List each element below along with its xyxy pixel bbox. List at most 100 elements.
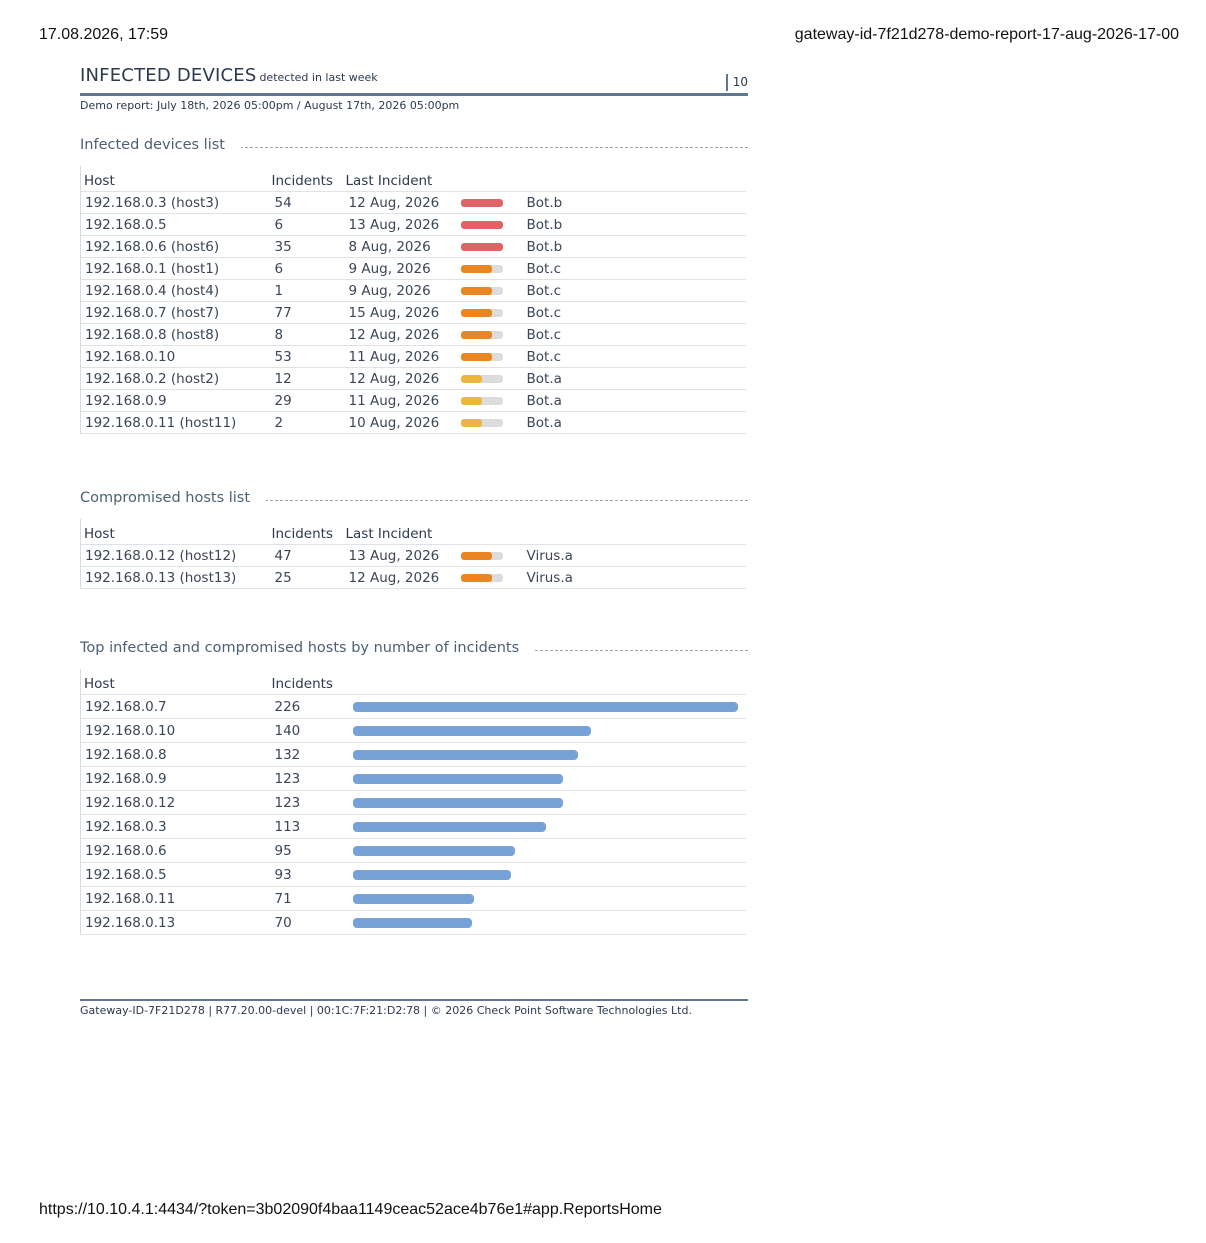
table-row: 192.168.0.6 95 (80, 838, 746, 863)
severity-fill (460, 286, 492, 295)
severity-indicator (460, 198, 503, 207)
bar-category-label: 192.168.0.13 (80, 910, 269, 935)
malware-cell: Bot.c (514, 323, 746, 346)
severity-indicator (460, 308, 503, 317)
table-row: 192.168.0.6 (host6) 35 8 Aug, 2026 Bot.b (80, 235, 746, 258)
table-row: 192.168.0.13 (host13) 25 12 Aug, 2026 Virus… (80, 566, 746, 589)
bar-192.168.0.3 (352, 821, 546, 832)
bar-category-label: 192.168.0.10 (80, 718, 269, 743)
table-row: 192.168.0.8 132 (80, 742, 746, 767)
table-row: 192.168.0.7 226 (80, 694, 746, 719)
column-header-severity (459, 166, 515, 192)
last-incident-cell: 13 Aug, 2026 (342, 213, 459, 236)
incidents-cell: 8 (268, 323, 343, 346)
column-header-severity (459, 519, 515, 545)
severity-indicator (460, 352, 503, 361)
severity-cell (458, 191, 515, 214)
last-incident-cell: 12 Aug, 2026 (342, 367, 459, 390)
malware-cell: Bot.a (514, 389, 746, 412)
compromised-hosts-table: Host Incidents Last Incident 192.168.0.1… (80, 519, 746, 589)
severity-cell (458, 566, 515, 589)
table-row: 192.168.0.1 (host1) 6 9 Aug, 2026 Bot.c (80, 257, 746, 280)
bar-cell (346, 718, 746, 743)
infected-section-title: Infected devices list (80, 137, 748, 159)
report-title-main: INFECTED DEVICES (80, 65, 257, 86)
bar-category-label: 192.168.0.12 (80, 790, 269, 815)
infected-section-title-text: Infected devices list (80, 137, 241, 153)
bar-value-label: 95 (268, 838, 347, 863)
bar-category-label: 192.168.0.7 (80, 694, 269, 719)
bar-192.168.0.12 (352, 797, 563, 808)
section-divider (80, 500, 748, 501)
bar-category-label: 192.168.0.6 (80, 838, 269, 863)
table-row: 192.168.0.12 123 (80, 790, 746, 815)
bar-cell (346, 838, 746, 863)
malware-cell: Bot.a (514, 367, 746, 390)
column-header-host: Host (80, 669, 269, 695)
bar-cell (346, 862, 746, 887)
table-row: 192.168.0.7 (host7) 77 15 Aug, 2026 Bot.c (80, 301, 746, 324)
bar-category-label: 192.168.0.3 (80, 814, 269, 839)
bar-category-label: 192.168.0.11 (80, 886, 269, 911)
severity-cell (458, 301, 515, 324)
bar-value-label: 123 (268, 766, 347, 791)
column-header-last-incident: Last Incident (345, 526, 433, 542)
table-row: 192.168.0.12 (host12) 47 13 Aug, 2026 Virus… (80, 544, 746, 567)
bar-cell (346, 790, 746, 815)
bar-category-label: 192.168.0.9 (80, 766, 269, 791)
severity-fill (460, 198, 503, 207)
severity-indicator (460, 418, 503, 427)
malware-cell: Bot.c (514, 257, 746, 280)
last-incident-cell: 12 Aug, 2026 (342, 191, 459, 214)
host-cell: 192.168.0.13 (host13) (80, 566, 269, 589)
severity-cell (458, 389, 515, 412)
report-subtitle: Demo report: July 18th, 2026 05:00pm / A… (80, 99, 460, 112)
table-row: 192.168.0.11 (host11) 2 10 Aug, 2026 Bot.a (80, 411, 746, 434)
malware-cell: Bot.a (514, 411, 746, 434)
malware-cell: Virus.a (514, 566, 746, 589)
bar-192.168.0.13 (352, 917, 472, 928)
report-title: INFECTED DEVICES detected in last week (80, 65, 378, 86)
column-header-host: Host (80, 519, 269, 545)
section-divider (80, 147, 748, 148)
host-cell: 192.168.0.11 (host11) (80, 411, 269, 434)
column-header-incidents: Incidents (271, 526, 333, 542)
bar-value-label: 140 (268, 718, 347, 743)
last-incident-cell: 13 Aug, 2026 (342, 544, 459, 567)
report-page: INFECTED DEVICES detected in last week 10… (80, 62, 748, 935)
table-header-row: Host Incidents Last Incident (80, 166, 747, 192)
last-incident-cell: 11 Aug, 2026 (342, 345, 459, 368)
host-cell: 192.168.0.9 (80, 389, 269, 412)
incidents-cell: 29 (268, 389, 343, 412)
top-hosts-chart: Host Incidents 192.168.0.7 226 192.168.0.1… (80, 669, 746, 935)
last-incident-cell: 11 Aug, 2026 (342, 389, 459, 412)
severity-indicator (460, 374, 503, 383)
severity-cell (458, 235, 515, 258)
severity-indicator (460, 551, 503, 560)
table-header-row: Host Incidents Last Incident (80, 519, 746, 545)
incidents-cell: 77 (268, 301, 343, 324)
bar-value-label: 70 (268, 910, 347, 935)
host-cell: 192.168.0.2 (host2) (80, 367, 269, 390)
severity-fill (460, 264, 492, 273)
print-datetime: 17.08.2026, 17:59 (39, 26, 169, 43)
severity-cell (458, 257, 515, 280)
table-row: 192.168.0.5 6 13 Aug, 2026 Bot.b (80, 213, 746, 236)
page-number: 10 (725, 74, 748, 91)
malware-cell: Bot.c (514, 301, 746, 324)
severity-indicator (460, 264, 503, 273)
column-header-bar (347, 669, 747, 695)
bar-cell (346, 910, 746, 935)
bar-192.168.0.11 (352, 893, 474, 904)
host-cell: 192.168.0.8 (host8) (80, 323, 269, 346)
table-row: 192.168.0.10 53 11 Aug, 2026 Bot.c (80, 345, 746, 368)
column-header-host: Host (80, 166, 269, 192)
top-hosts-section-title: Top infected and compromised hosts by nu… (80, 640, 748, 662)
table-row: 192.168.0.9 123 (80, 766, 746, 791)
report-title-suffix: detected in last week (259, 71, 378, 84)
incidents-cell: 35 (268, 235, 343, 258)
compromised-section-title: Compromised hosts list (80, 490, 748, 512)
bar-192.168.0.7 (352, 701, 738, 712)
host-cell: 192.168.0.4 (host4) (80, 279, 269, 302)
column-header-malware (515, 166, 747, 192)
